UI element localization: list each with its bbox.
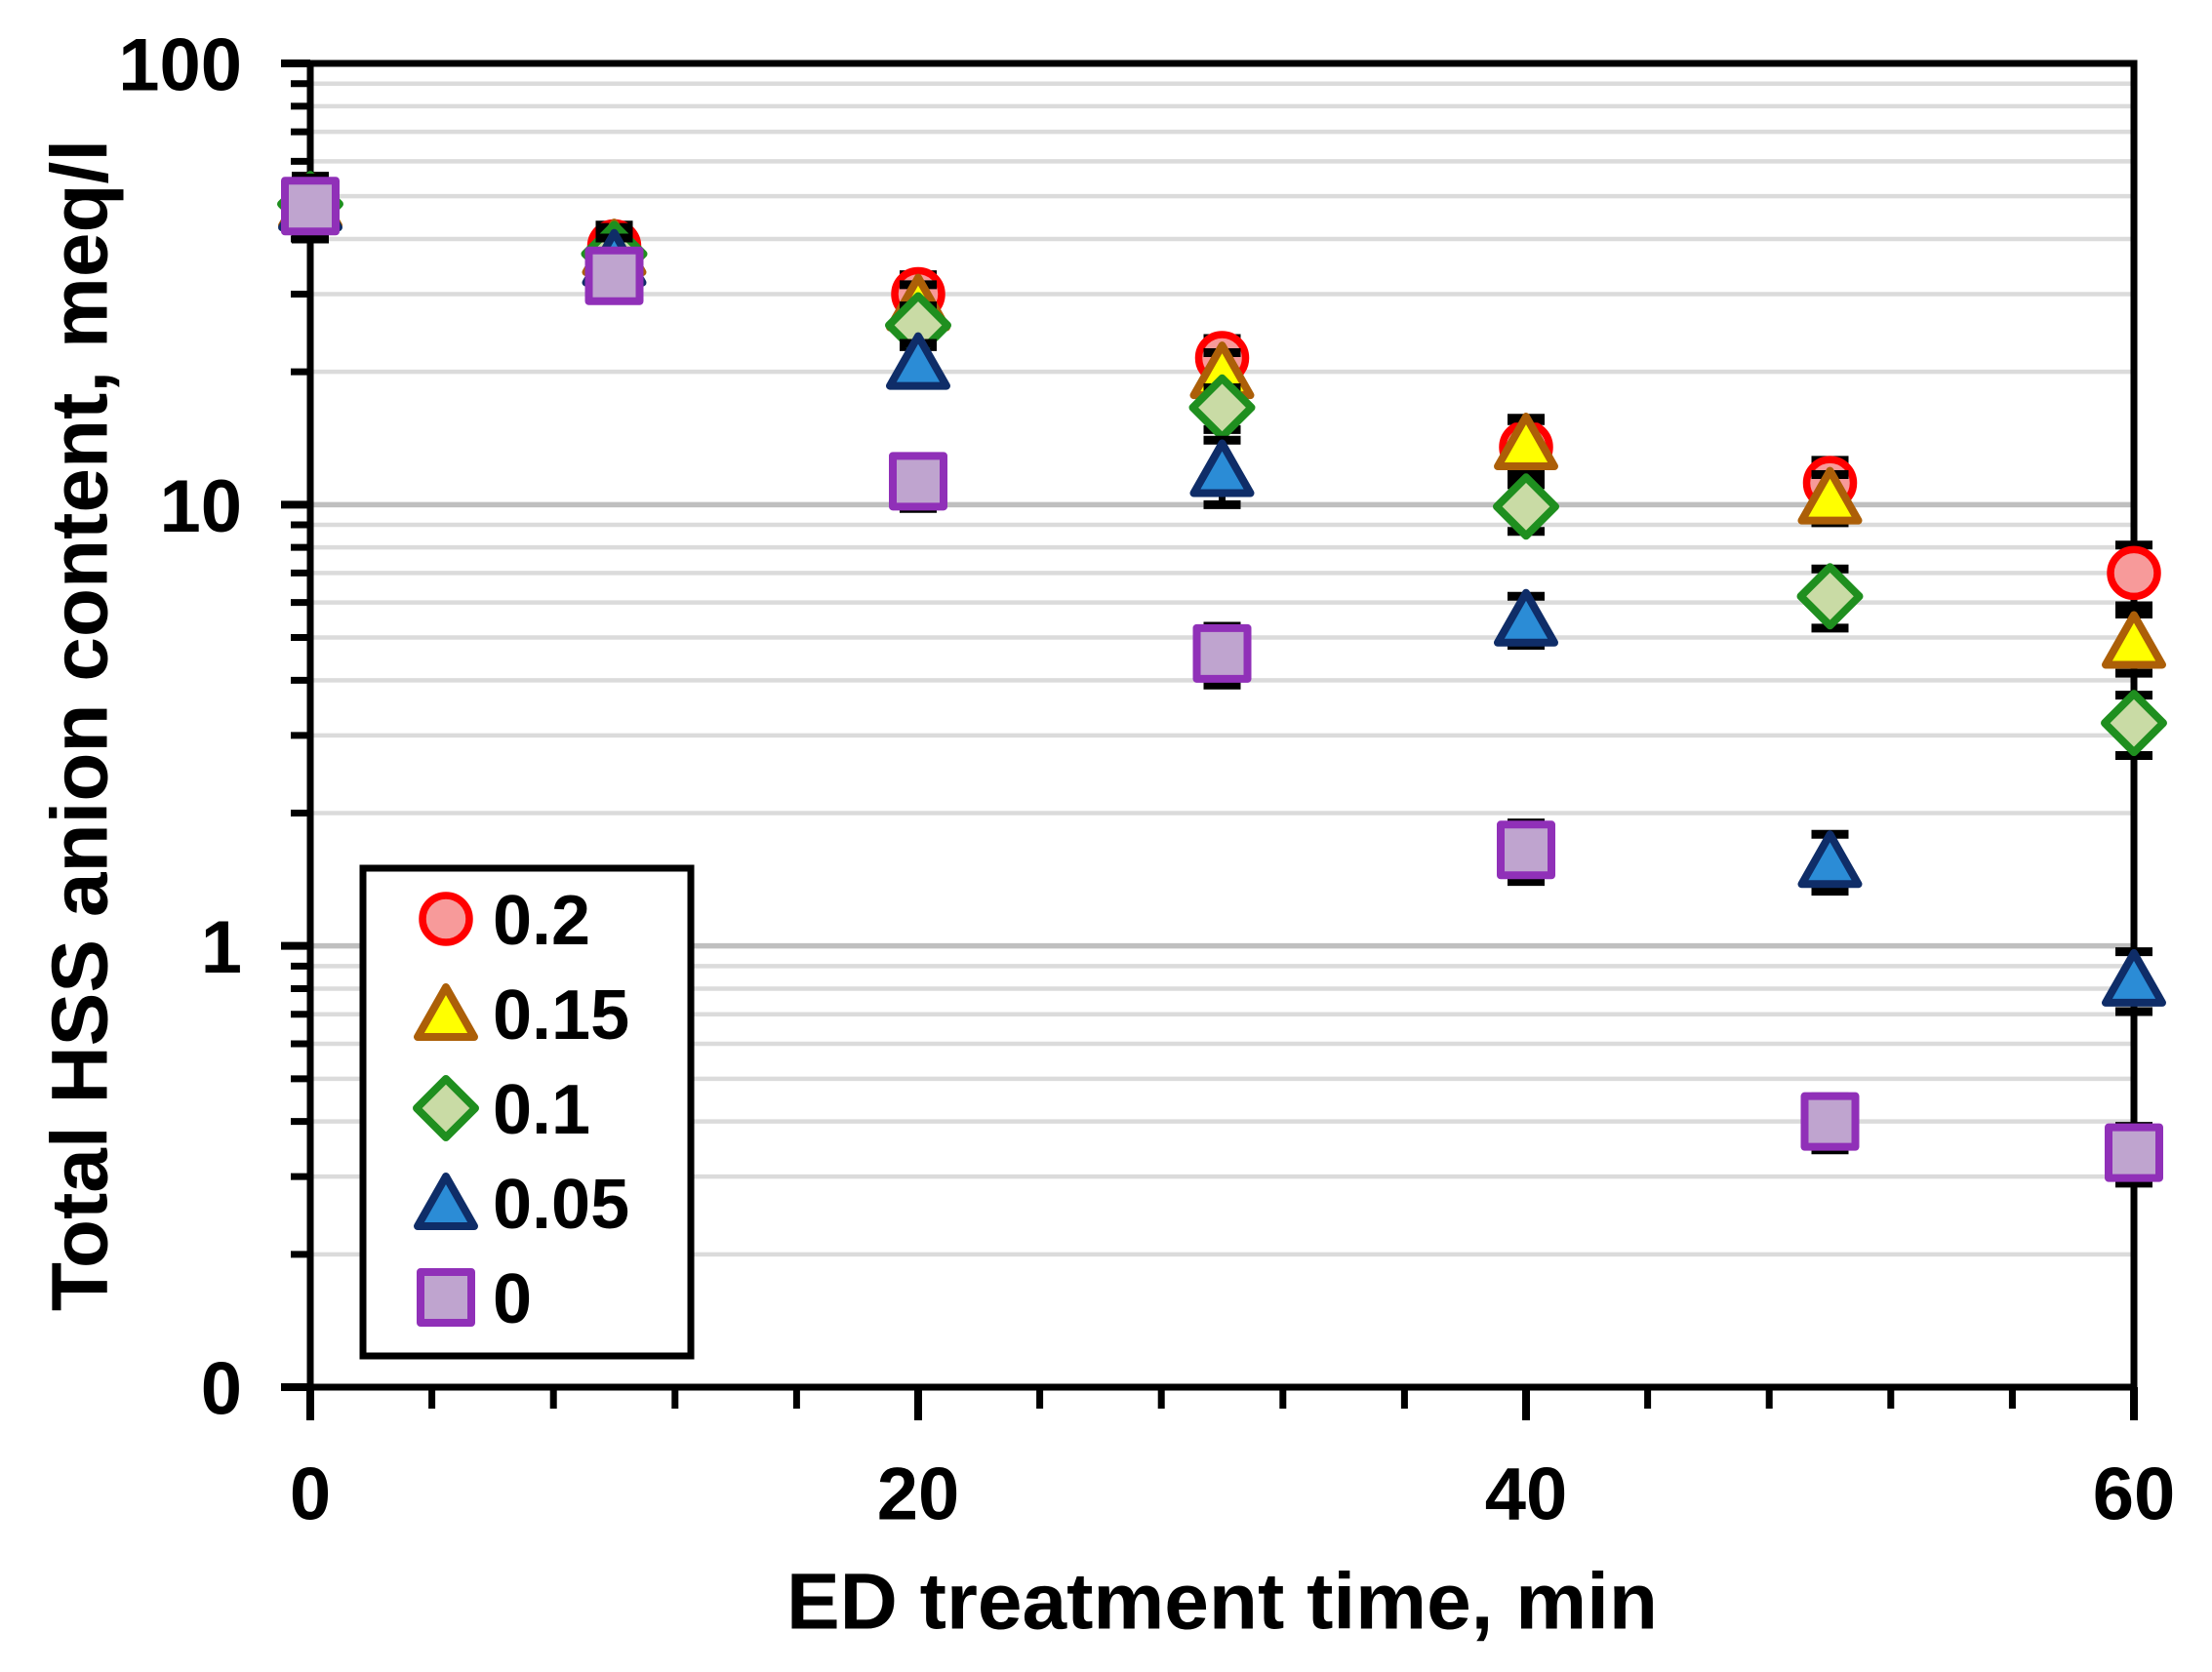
x-tick-label: 20 [877, 1453, 960, 1536]
y-axis-title: Total HSS anion content, meq/l [36, 139, 125, 1311]
legend-marker-triangle [414, 1173, 478, 1230]
legend-marker-triangle [414, 983, 478, 1041]
data-point-0.15-t40 [1494, 413, 1558, 471]
legend: 0.2 0.15 0.1 0.05 0 [359, 864, 695, 1360]
legend-label: 0.05 [493, 1166, 629, 1244]
data-point-0-t60 [2105, 1123, 2163, 1182]
data-point-0-t40 [1497, 820, 1555, 880]
y-tick-label: 10 [159, 465, 242, 548]
legend-marker-circle [419, 892, 473, 946]
data-point-0-t10 [584, 246, 644, 305]
data-point-0.15-t50 [1797, 466, 1863, 525]
data-point-0.05-t30 [1189, 439, 1255, 498]
data-point-0.15-t60 [2102, 611, 2166, 669]
legend-marker-square [417, 1268, 475, 1327]
data-point-0.1-t50 [1796, 563, 1864, 630]
data-point-0.2-t60 [2107, 545, 2161, 601]
y-tick-label: 0 [201, 1348, 242, 1431]
x-tick-label: 60 [2093, 1453, 2176, 1536]
data-point-0.1-t60 [2101, 690, 2167, 757]
legend-label: 0.2 [493, 882, 590, 960]
x-tick-label: 0 [290, 1453, 331, 1536]
legend-item-0: 0 [417, 1260, 532, 1338]
data-point-0-t50 [1800, 1092, 1860, 1151]
data-point-0-t0 [281, 177, 340, 236]
data-point-0.05-t50 [1797, 830, 1863, 889]
data-point-0.05-t20 [886, 332, 950, 390]
legend-item-0.1: 0.1 [413, 1071, 590, 1149]
legend-label: 0 [493, 1260, 532, 1338]
legend-label: 0.15 [493, 976, 629, 1055]
legend-label: 0.1 [493, 1071, 590, 1149]
series-0 [281, 173, 2163, 1188]
data-point-0.05-t60 [2102, 948, 2166, 1007]
legend-item-0.05: 0.05 [414, 1166, 629, 1244]
x-axis: 0 20 40 60 [290, 1387, 2175, 1536]
data-point-0-t20 [889, 452, 947, 511]
legend-item-0.15: 0.15 [414, 976, 629, 1055]
data-point-0-t30 [1192, 623, 1252, 683]
y-tick-label: 1 [201, 906, 242, 989]
x-tick-label: 40 [1485, 1453, 1568, 1536]
data-point-0.05-t40 [1494, 588, 1558, 647]
y-tick-label: 100 [118, 24, 242, 107]
x-axis-title: ED treatment time, min [786, 1558, 1658, 1647]
legend-marker-diamond [413, 1075, 479, 1141]
legend-item-0.2: 0.2 [419, 882, 590, 960]
data-point-0.1-t40 [1493, 473, 1559, 540]
